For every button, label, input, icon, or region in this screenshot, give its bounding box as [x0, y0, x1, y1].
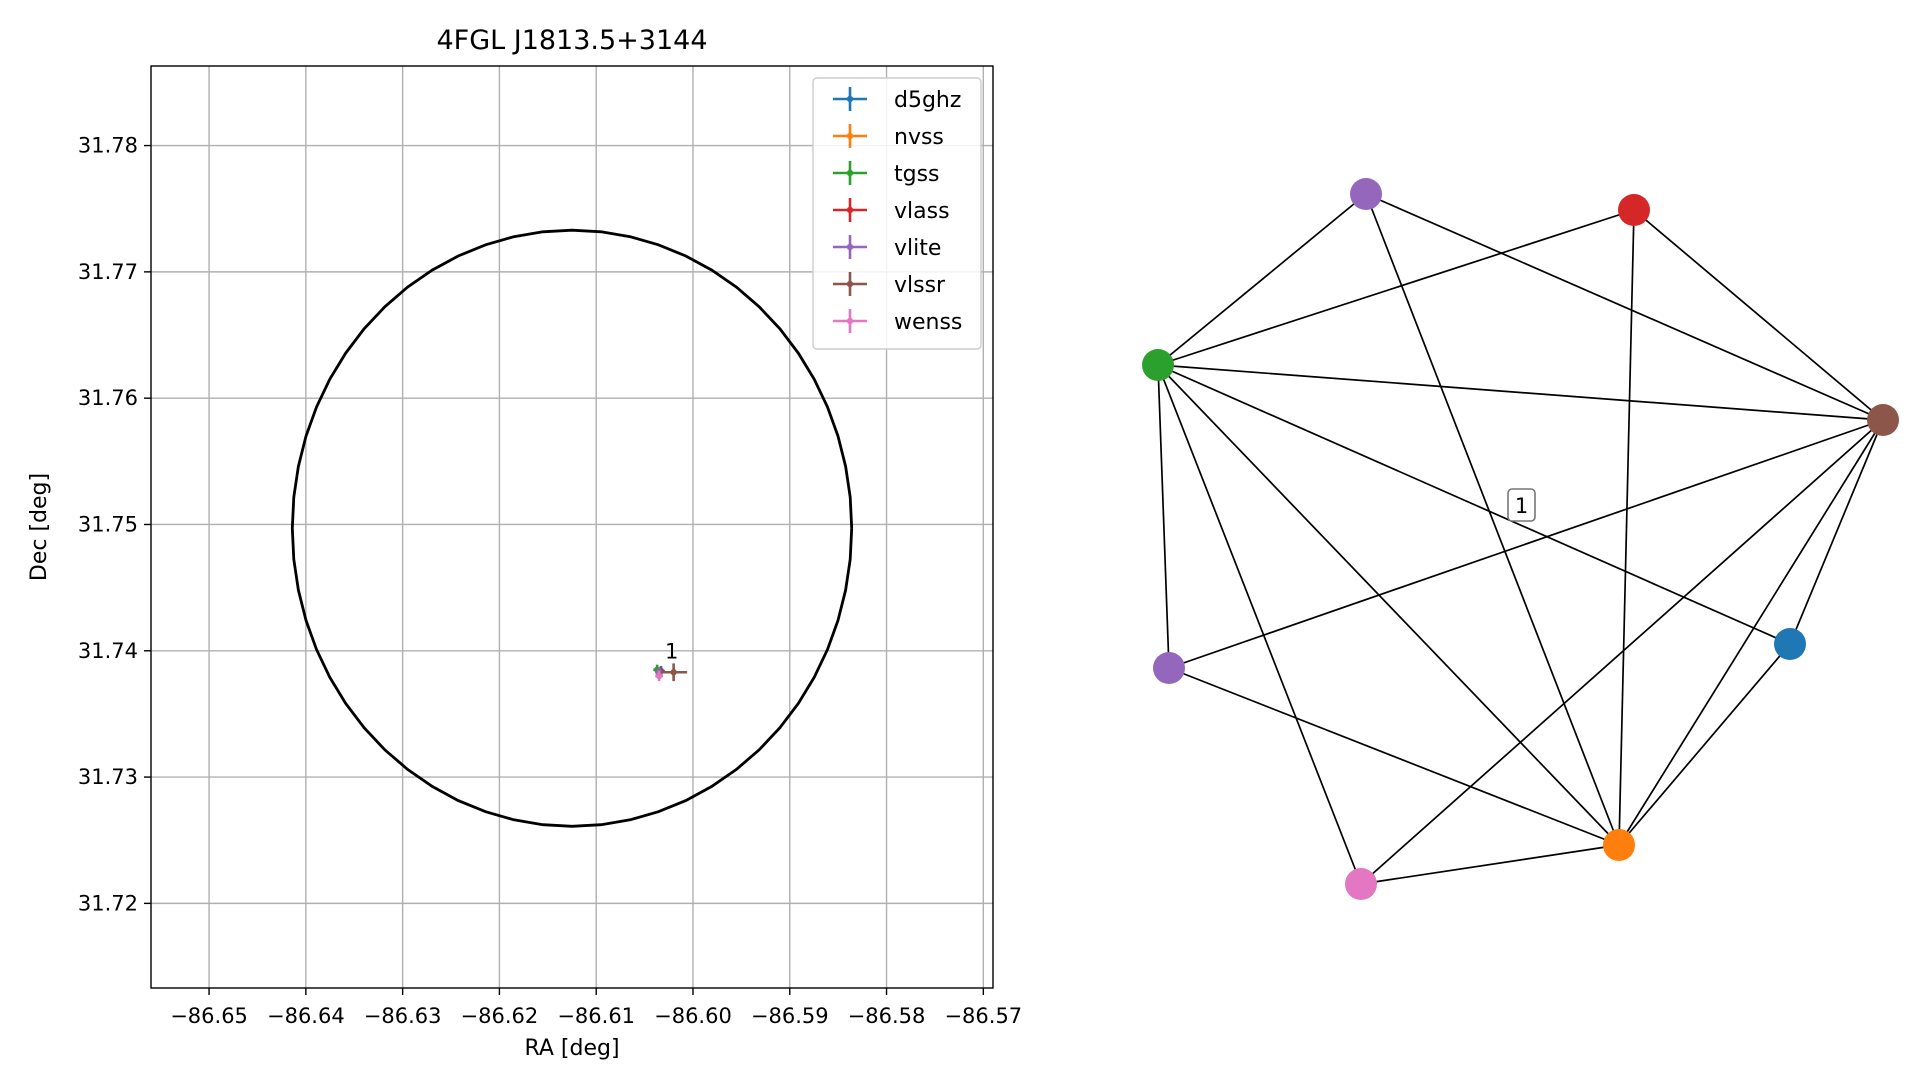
network-edges	[1157, 193, 1884, 885]
network-node-vlite_b	[1153, 652, 1185, 684]
y-axis-label: Dec [deg]	[27, 473, 52, 581]
legend-label: nvss	[894, 125, 944, 150]
y-tick-label: 31.76	[78, 386, 138, 410]
cluster-label: 1	[1507, 488, 1536, 522]
network-edge	[1168, 667, 1620, 846]
y-tick-label: 31.73	[78, 765, 138, 789]
legend-label: vlite	[894, 236, 941, 261]
x-tick-label: −86.60	[654, 1004, 732, 1028]
legend-label: vlssr	[894, 273, 946, 298]
network-edge	[1618, 419, 1884, 846]
x-tick-label: −86.65	[170, 1004, 248, 1028]
point-annotation: 1	[665, 639, 678, 663]
network-edge	[1168, 419, 1884, 669]
network-edge	[1365, 193, 1884, 421]
network-node-vlssr	[1867, 404, 1899, 436]
network-edge	[1157, 364, 1884, 421]
y-tick-label: 31.75	[78, 512, 138, 536]
legend-entry-vlass: vlass	[833, 198, 950, 224]
network-edge	[1157, 193, 1367, 366]
network-edge	[1633, 209, 1884, 421]
y-tick-label: 31.72	[78, 891, 138, 915]
y-tick-label: 31.78	[78, 134, 138, 158]
x-tick-label: −86.63	[364, 1004, 442, 1028]
error-ellipse-layer	[290, 228, 854, 828]
legend-entry-wenss: wenss	[833, 309, 962, 335]
network-edge	[1360, 844, 1620, 885]
network-edge	[1157, 364, 1170, 669]
network-edge	[1157, 364, 1620, 846]
localization-ellipse	[290, 228, 854, 828]
legend-entry-vlite: vlite	[833, 235, 941, 261]
network-edge	[1360, 419, 1884, 885]
chart-title: 4FGL J1813.5+3144	[436, 25, 707, 56]
x-axis-label: RA [deg]	[524, 1036, 619, 1061]
x-tick-label: −86.64	[267, 1004, 345, 1028]
y-tick-label: 31.77	[78, 260, 138, 284]
network-edge	[1157, 364, 1791, 645]
legend-label: vlass	[894, 199, 950, 224]
network-node-tgss	[1142, 349, 1174, 381]
x-tick-label: −86.57	[944, 1004, 1022, 1028]
legend-entry-tgss: tgss	[833, 161, 940, 187]
cluster-label-text: 1	[1515, 494, 1528, 518]
network-edge	[1789, 419, 1884, 645]
network-node-vlass	[1618, 194, 1650, 226]
x-ticks: −86.65 −86.64 −86.63 −86.62 −86.61 −86.60 −86.…	[170, 988, 1022, 1028]
scatter-panel: 1 −86.65 −86.64 −86.63 −86.62 −86.61 −86.60 −8…	[27, 25, 1022, 1061]
network-node-wenss	[1345, 868, 1377, 900]
network-edge	[1157, 364, 1362, 885]
legend-label: wenss	[894, 310, 962, 335]
legend-entry-nvss: nvss	[833, 124, 944, 150]
y-tick-label: 31.74	[78, 639, 138, 663]
legend-label: d5ghz	[894, 88, 961, 113]
x-tick-label: −86.58	[848, 1004, 926, 1028]
x-tick-label: −86.61	[557, 1004, 635, 1028]
source-points: 1	[653, 639, 688, 682]
x-tick-label: −86.62	[461, 1004, 539, 1028]
legend-label: tgss	[894, 162, 940, 187]
legend-entry-vlssr: vlssr	[833, 272, 946, 298]
network-node-vlite_a	[1350, 178, 1382, 210]
network-edge	[1157, 209, 1635, 366]
network-panel: 1	[1142, 178, 1899, 900]
source-point-vlssr	[660, 663, 688, 682]
network-nodes	[1142, 178, 1899, 900]
legend-box	[812, 77, 982, 350]
legend: d5ghz nvss tgss vlass vlite vlssr wenss	[812, 77, 982, 350]
network-edge	[1618, 643, 1791, 846]
source-point-wenss	[655, 670, 663, 682]
cluster-label-box	[1507, 488, 1536, 522]
y-ticks: 31.72 31.73 31.74 31.75 31.76 31.77 31.78	[78, 134, 151, 915]
plot-frame	[150, 65, 994, 989]
legend-entry-d5ghz: d5ghz	[833, 87, 961, 113]
network-node-nvss	[1603, 829, 1635, 861]
network-edge	[1618, 209, 1635, 846]
network-node-d5ghz	[1774, 628, 1806, 660]
network-edge	[1365, 193, 1620, 846]
x-tick-label: −86.59	[751, 1004, 829, 1028]
